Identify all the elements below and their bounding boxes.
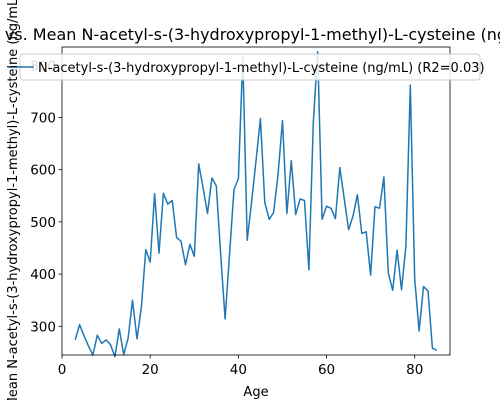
x-tick-label: 80 xyxy=(406,362,423,378)
x-axis-label: Age xyxy=(243,385,268,400)
x-axis-ticks: 0 20 40 60 80 xyxy=(58,355,423,378)
plot-area xyxy=(74,50,438,358)
x-tick-label: 0 xyxy=(58,362,67,378)
legend: N-acetyl-s-(3-hydroxypropyl-1-methyl)-L-… xyxy=(8,53,485,81)
series-line xyxy=(74,50,438,358)
chart-title: Age vs. Mean N-acetyl-s-(3-hydroxypropyl… xyxy=(0,25,500,44)
y-axis-label: Mean N-acetyl-s-(3-hydroxypropyl-1-methy… xyxy=(6,0,21,400)
x-tick-label: 40 xyxy=(230,362,247,378)
y-tick-label: 500 xyxy=(30,215,56,231)
legend-label: N-acetyl-s-(3-hydroxypropyl-1-methyl)-L-… xyxy=(38,61,485,76)
x-tick-label: 60 xyxy=(318,362,335,378)
y-tick-label: 400 xyxy=(30,267,56,283)
y-tick-label: 700 xyxy=(30,110,56,126)
y-tick-label: 600 xyxy=(30,163,56,179)
y-tick-label: 300 xyxy=(30,319,56,335)
axes-frame xyxy=(61,46,451,356)
x-tick-label: 20 xyxy=(142,362,159,378)
